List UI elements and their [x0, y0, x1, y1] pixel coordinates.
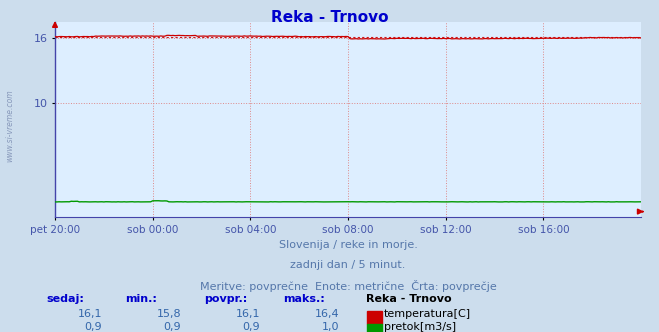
Text: 1,0: 1,0: [322, 322, 339, 332]
Text: 15,8: 15,8: [157, 309, 181, 319]
Text: povpr.:: povpr.:: [204, 294, 248, 304]
Text: 0,9: 0,9: [243, 322, 260, 332]
Text: Meritve: povprečne  Enote: metrične  Črta: povprečje: Meritve: povprečne Enote: metrične Črta:…: [200, 280, 496, 292]
Text: sedaj:: sedaj:: [46, 294, 84, 304]
Text: min.:: min.:: [125, 294, 157, 304]
Text: Slovenija / reke in morje.: Slovenija / reke in morje.: [279, 240, 417, 250]
Text: pretok[m3/s]: pretok[m3/s]: [384, 322, 455, 332]
Text: 16,1: 16,1: [236, 309, 260, 319]
Text: 16,4: 16,4: [315, 309, 339, 319]
Text: 16,1: 16,1: [78, 309, 102, 319]
Text: maks.:: maks.:: [283, 294, 325, 304]
Text: www.si-vreme.com: www.si-vreme.com: [5, 90, 14, 162]
Text: Reka - Trnovo: Reka - Trnovo: [271, 10, 388, 25]
Text: 0,9: 0,9: [84, 322, 102, 332]
Text: zadnji dan / 5 minut.: zadnji dan / 5 minut.: [291, 260, 406, 270]
Text: Reka - Trnovo: Reka - Trnovo: [366, 294, 451, 304]
Text: temperatura[C]: temperatura[C]: [384, 309, 471, 319]
Text: 0,9: 0,9: [163, 322, 181, 332]
